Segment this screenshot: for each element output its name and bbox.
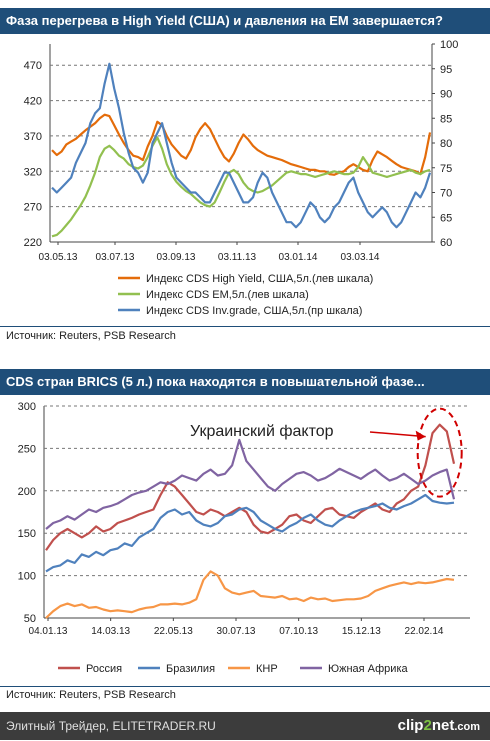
footer-site: Элитный Трейдер, ELITETRADER.RU (6, 719, 216, 733)
chart2-series-line-0 (45, 423, 456, 551)
chart1-series-line-0 (51, 113, 432, 176)
chart1-y-right-tick: 85 (440, 113, 452, 125)
chart2-series-line-1 (45, 493, 455, 573)
chart2-annotation: Украинский фактор (190, 407, 463, 498)
chart1-y-right-tick: 65 (440, 212, 452, 224)
section1-rule (0, 326, 490, 327)
chart2-title: CDS стран BRICS (5 л.) пока находятся в … (0, 369, 490, 395)
chart1-title: Фаза перегрева в High Yield (США) и давл… (0, 8, 490, 34)
chart1-x-tick: 03.11.13 (218, 252, 257, 263)
chart1-y-left-tick: 220 (24, 237, 42, 249)
chart2-legend-label-южная-африка: Южная Африка (328, 663, 409, 675)
chart1-y-right-tick: 75 (440, 163, 452, 175)
chart1-y-left-ticks: 220 270 320 370 420 470 (24, 60, 42, 249)
chart2-x-tick: 22.02.14 (405, 626, 444, 637)
chart1-y-left-tick: 270 (24, 202, 42, 214)
chart2-annotation-arrowhead (415, 430, 426, 441)
chart2-x-tick: 04.01.13 (29, 626, 68, 637)
chart2-y-tick: 100 (18, 571, 36, 583)
chart2-annotation-label: Украинский фактор (190, 423, 334, 440)
chart1-x-tick: 03.01.14 (279, 252, 318, 263)
chart1-y-right-tick: 100 (440, 39, 458, 51)
chart1-y-left-tick: 320 (24, 166, 42, 178)
chart1-y-right-tick: 95 (440, 64, 452, 76)
chart2-y-tick: 150 (18, 528, 36, 540)
chart2-x-tick: 14.03.13 (91, 626, 130, 637)
chart2-x-tick: 15.12.13 (342, 626, 381, 637)
chart2-series-line-3 (45, 438, 456, 530)
section2-rule (0, 686, 490, 687)
chart2-x-tick: 07.10.13 (279, 626, 318, 637)
chart1-series-line-2 (51, 62, 432, 229)
chart2-y-tick: 50 (24, 613, 36, 625)
chart2: 50 100 150 200 250 300 04.01.13 14.03.13 22.05.… (18, 401, 470, 675)
chart1-y-right-ticks: 60 65 70 75 80 85 90 95 100 (432, 39, 458, 249)
chart2-y-tick: 300 (18, 401, 36, 413)
chart2-y-ticks: 50 100 150 200 250 300 (18, 401, 36, 625)
chart2-y-tick: 250 (18, 443, 36, 455)
clip2net-logo[interactable]: clip2net.com (397, 717, 480, 734)
chart2-annotation-ellipse (416, 407, 463, 498)
chart2-legend: Россия Бразилия КНР Южная Африка (58, 663, 409, 675)
chart1-legend-label-2: Индекс CDS Inv.grade, США,5л.(пр шкала) (146, 305, 362, 317)
chart1-legend-label-1: Индекс CDS EM,5л.(лев шкала) (146, 289, 309, 301)
chart1-y-left-tick: 420 (24, 96, 42, 108)
chart1-y-right-tick: 60 (440, 237, 452, 249)
footer-bar: Элитный Трейдер, ELITETRADER.RU clip2net… (0, 712, 490, 740)
chart1-x-tick: 03.03.14 (341, 252, 380, 263)
chart2-x-tick: 30.07.13 (217, 626, 256, 637)
chart2-x-tick: 22.05.13 (154, 626, 193, 637)
chart2-legend-label-кнр: КНР (256, 663, 278, 675)
chart2-series-line-2 (45, 570, 455, 619)
chart2-legend-label-бразилия: Бразилия (166, 663, 215, 675)
chart2-annotation-arrow (369, 431, 426, 438)
chart2-grid (43, 405, 470, 619)
chart2-y-tick: 200 (18, 486, 36, 498)
chart1-y-right-tick: 70 (440, 188, 452, 200)
chart1-x-tick: 03.09.13 (157, 252, 196, 263)
chart1-series (51, 62, 432, 238)
chart1-x-tick: 03.05.13 (39, 252, 78, 263)
chart2-x-ticks: 04.01.13 14.03.13 22.05.13 30.07.13 07.10.13… (29, 618, 444, 637)
chart1-source: Источник: Reuters, PSB Research (6, 330, 176, 342)
chart1-x-ticks: 03.05.13 03.07.13 03.09.13 03.11.13 03.01.14… (39, 242, 380, 263)
chart2-series (45, 423, 456, 619)
chart1-series-line-1 (51, 136, 431, 238)
chart1-y-right-tick: 80 (440, 138, 452, 150)
chart1-legend: Индекс CDS High Yield, США,5л.(лев шкала… (118, 273, 373, 317)
chart1-y-left-tick: 370 (24, 131, 42, 143)
chart1-y-left-tick: 470 (24, 60, 42, 72)
chart1: 220 270 320 370 420 470 60 65 70 75 80 85 90 95 100 0… (24, 39, 459, 317)
chart1-x-tick: 03.07.13 (96, 252, 135, 263)
chart2-source: Источник: Reuters, PSB Research (6, 689, 176, 701)
chart1-y-right-tick: 90 (440, 89, 452, 101)
chart1-legend-label-0: Индекс CDS High Yield, США,5л.(лев шкала… (146, 273, 373, 285)
chart2-legend-label-россия: Россия (86, 663, 122, 675)
